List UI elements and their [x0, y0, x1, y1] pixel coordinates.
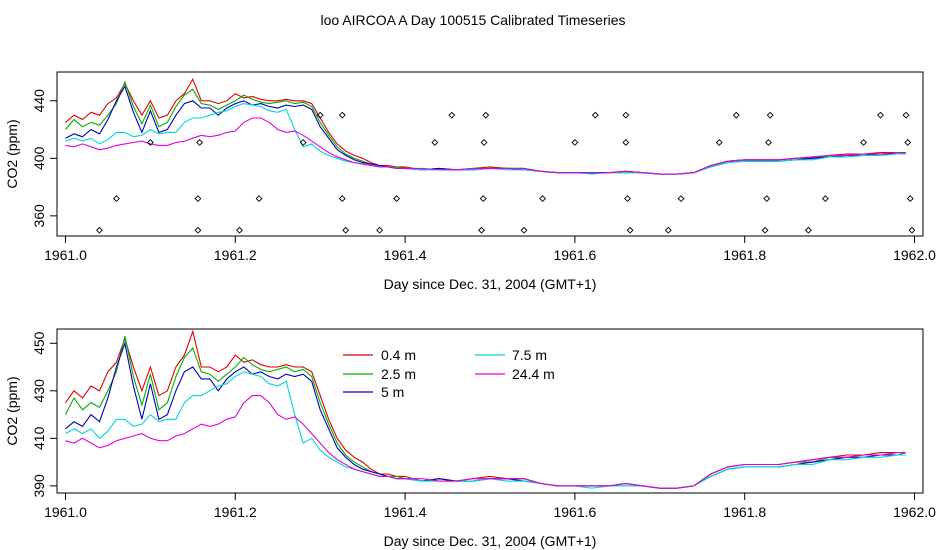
flag-point [622, 139, 630, 146]
flag-point [194, 195, 202, 203]
flag-point [664, 226, 672, 234]
flag-point [393, 195, 401, 203]
flag-point [431, 139, 439, 146]
y-tick-label: 410 [31, 426, 47, 450]
flag-point [902, 111, 910, 119]
y-tick-label: 450 [31, 331, 47, 355]
x-tick-label: 1961.8 [723, 247, 766, 263]
series-line-24-4-m [65, 117, 906, 175]
series-line-2-5-m [65, 335, 907, 489]
flag-point [732, 111, 740, 119]
series-lines [65, 329, 907, 489]
legend-label: 2.5 m [381, 366, 416, 382]
flag-point [478, 226, 485, 234]
legend-label: 5 m [381, 384, 404, 400]
flag-point [765, 139, 772, 146]
figure-title: loo AIRCOA A Day 100515 Calibrated Times… [320, 12, 625, 28]
flag-point [906, 195, 914, 203]
y-tick-label: 440 [31, 89, 47, 113]
x-tick-label: 1961.2 [214, 247, 257, 263]
flag-point [761, 226, 769, 234]
flag-point [338, 195, 346, 203]
x-tick-label: 1961.0 [44, 247, 87, 263]
x-tick-label: 1961.8 [723, 504, 766, 520]
flag-point [338, 111, 346, 119]
flag-point [316, 111, 324, 119]
flag-point [763, 195, 771, 203]
flag-point [376, 226, 384, 234]
bottom-panel: 1961.0 1961.2 1961.4 1961.6 1961.8 1962.0 390… [4, 328, 936, 549]
flag-point [571, 139, 579, 146]
flag-point [342, 226, 350, 234]
flag-points [96, 111, 916, 234]
flag-point [482, 111, 490, 119]
flag-point [877, 111, 884, 119]
x-tick-label: 1962.0 [893, 247, 936, 263]
y-axis: 390 410 430 450 [31, 331, 57, 498]
x-tick-label: 1962.0 [893, 504, 936, 520]
flag-point [539, 195, 547, 203]
y-axis-label: CO2 (ppm) [4, 119, 20, 188]
legend-label: 7.5 m [512, 347, 547, 363]
plot-frame [56, 328, 924, 494]
flag-point [908, 226, 916, 234]
flag-point [804, 226, 812, 234]
y-tick-label: 430 [31, 379, 47, 403]
flag-point [520, 226, 528, 234]
flag-point [480, 139, 488, 146]
flag-point [904, 139, 912, 146]
flag-point [622, 111, 630, 119]
x-axis: 1961.0 1961.2 1961.4 1961.6 1961.8 1962.0 [44, 493, 936, 520]
flag-point [448, 111, 456, 119]
flag-point [112, 195, 120, 203]
flag-point [479, 195, 487, 203]
flag-point [715, 139, 723, 146]
plot-frame [56, 71, 924, 237]
series-line-24-4-m [65, 395, 906, 489]
flag-point [766, 111, 774, 119]
flag-point [591, 111, 599, 119]
y-axis: 360 400 440 [31, 89, 57, 228]
x-tick-label: 1961.2 [214, 504, 257, 520]
x-axis-label: Day since Dec. 31, 2004 (GMT+1) [384, 533, 597, 549]
x-tick-label: 1961.6 [553, 247, 596, 263]
series-line-2-5-m [65, 80, 907, 175]
y-tick-label: 360 [31, 204, 47, 228]
legend: 0.4 m 2.5 m 5 m 7.5 m 24.4 m [343, 347, 555, 400]
flag-point [236, 226, 243, 234]
flag-point [255, 195, 263, 203]
top-panel: 1961.0 1961.2 1961.4 1961.6 1961.8 1962.0 360… [4, 71, 936, 292]
flag-point [299, 139, 307, 146]
flag-point [196, 139, 204, 146]
x-tick-label: 1961.0 [44, 504, 87, 520]
x-tick-label: 1961.6 [553, 504, 596, 520]
legend-label: 24.4 m [512, 366, 555, 382]
flag-point [821, 195, 829, 203]
flag-point [194, 226, 202, 234]
y-tick-label: 390 [31, 474, 47, 498]
y-tick-label: 400 [31, 146, 47, 170]
flag-point [626, 226, 634, 234]
flag-point [677, 195, 685, 203]
x-tick-label: 1961.4 [384, 504, 427, 520]
x-axis-label: Day since Dec. 31, 2004 (GMT+1) [384, 276, 597, 292]
x-tick-label: 1961.4 [384, 247, 427, 263]
flag-point [96, 226, 103, 234]
flag-point [860, 139, 868, 146]
series-lines [65, 77, 907, 175]
x-axis: 1961.0 1961.2 1961.4 1961.6 1961.8 1962.0 [44, 236, 936, 263]
flag-point [624, 195, 631, 203]
flag-point [146, 139, 154, 146]
y-axis-label: CO2 (ppm) [4, 376, 20, 445]
legend-label: 0.4 m [381, 347, 416, 363]
